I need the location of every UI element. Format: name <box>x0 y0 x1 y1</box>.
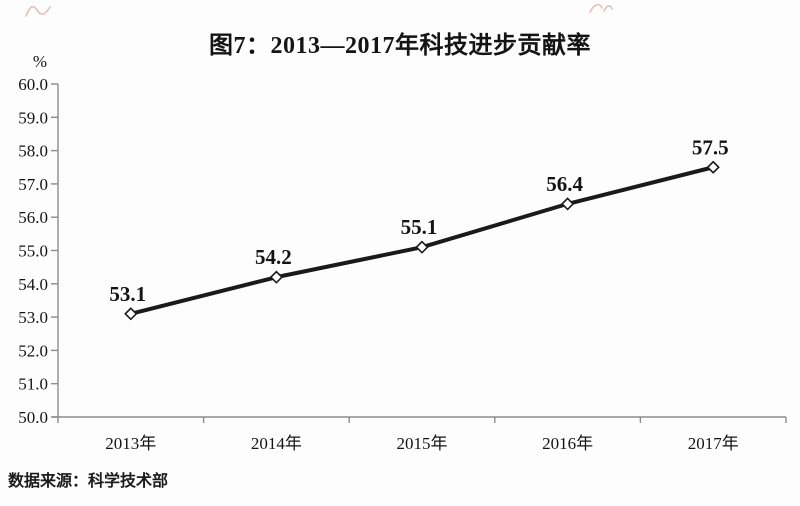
y-tick-label: 50.0 <box>18 408 48 427</box>
x-axis-label: 2013年 <box>105 434 156 453</box>
data-source-note: 数据来源：科学技术部 <box>8 471 169 490</box>
data-point-label: 56.4 <box>546 172 583 196</box>
data-point-label: 55.1 <box>401 215 438 239</box>
y-tick-label: 58.0 <box>18 142 48 161</box>
y-tick-label: 57.0 <box>18 175 48 194</box>
data-point-marker <box>706 160 720 174</box>
data-point-label: 53.1 <box>109 282 146 306</box>
y-tick-label: 55.0 <box>18 242 48 261</box>
y-tick-label: 51.0 <box>18 375 48 394</box>
x-axis-label: 2016年 <box>542 434 593 453</box>
y-tick-label: 53.0 <box>18 308 48 327</box>
y-tick-label: 54.0 <box>18 275 48 294</box>
y-tick-label: 59.0 <box>18 108 48 127</box>
y-axis-unit-label: % <box>33 52 47 71</box>
data-point-label: 57.5 <box>692 135 729 159</box>
data-point-label: 54.2 <box>255 245 292 269</box>
data-point-marker <box>415 240 429 254</box>
x-axis-label: 2015年 <box>397 434 448 453</box>
red-ink-mark-right <box>589 3 613 13</box>
series-line <box>128 165 716 316</box>
x-axis-label: 2014年 <box>251 434 302 453</box>
y-tick-label: 56.0 <box>18 208 48 227</box>
chart-title: 图7：2013—2017年科技进步贡献率 <box>209 33 591 59</box>
y-tick-label: 60.0 <box>18 75 48 94</box>
red-ink-stroke <box>25 5 51 17</box>
x-axis-label: 2017年 <box>688 434 739 453</box>
data-point-marker <box>269 270 284 284</box>
y-tick-label: 52.0 <box>18 341 48 360</box>
data-point-marker <box>124 307 138 321</box>
red-ink-mark-left <box>25 5 51 17</box>
red-ink-stroke <box>589 3 613 13</box>
data-point-marker <box>560 197 575 211</box>
